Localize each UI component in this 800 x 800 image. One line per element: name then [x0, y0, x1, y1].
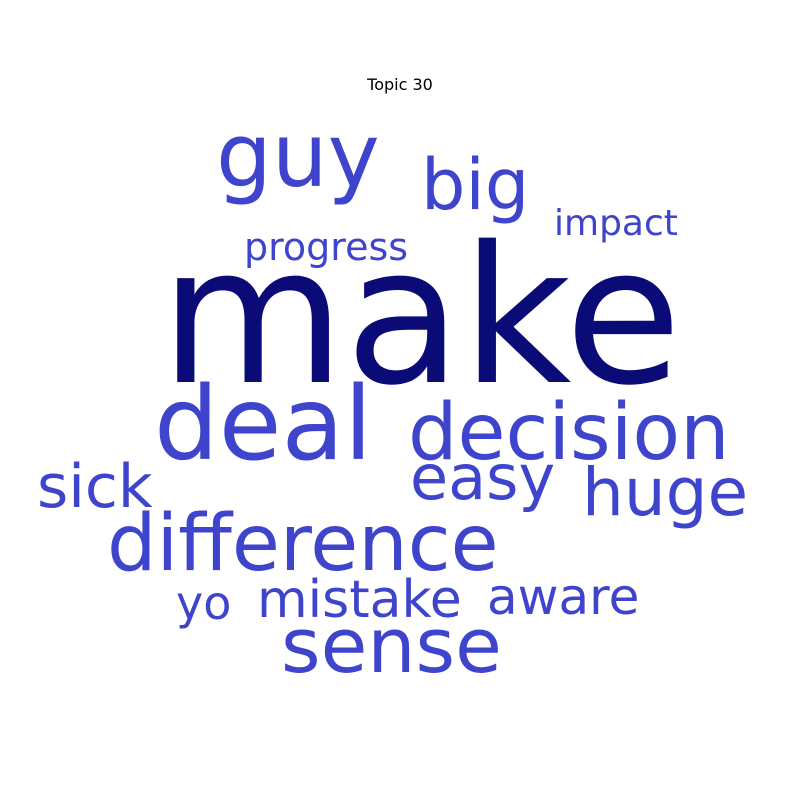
word-easy: easy — [410, 441, 556, 514]
word-decision: decision — [408, 388, 730, 478]
word-mistake: mistake — [257, 570, 462, 630]
word-yo: yo — [176, 576, 232, 630]
word-impact: impact — [554, 203, 678, 244]
word-aware: aware — [487, 568, 640, 626]
word-sense: sense — [281, 601, 502, 690]
word-deal: deal — [154, 365, 373, 484]
word-huge: huge — [582, 454, 749, 531]
chart-title: Topic 30 — [367, 75, 433, 94]
word-big: big — [421, 144, 530, 226]
word-make: make — [160, 206, 682, 427]
word-difference: difference — [107, 499, 499, 589]
word-sick: sick — [37, 452, 153, 522]
word-guy: guy — [216, 104, 380, 207]
word-progress: progress — [244, 225, 409, 269]
